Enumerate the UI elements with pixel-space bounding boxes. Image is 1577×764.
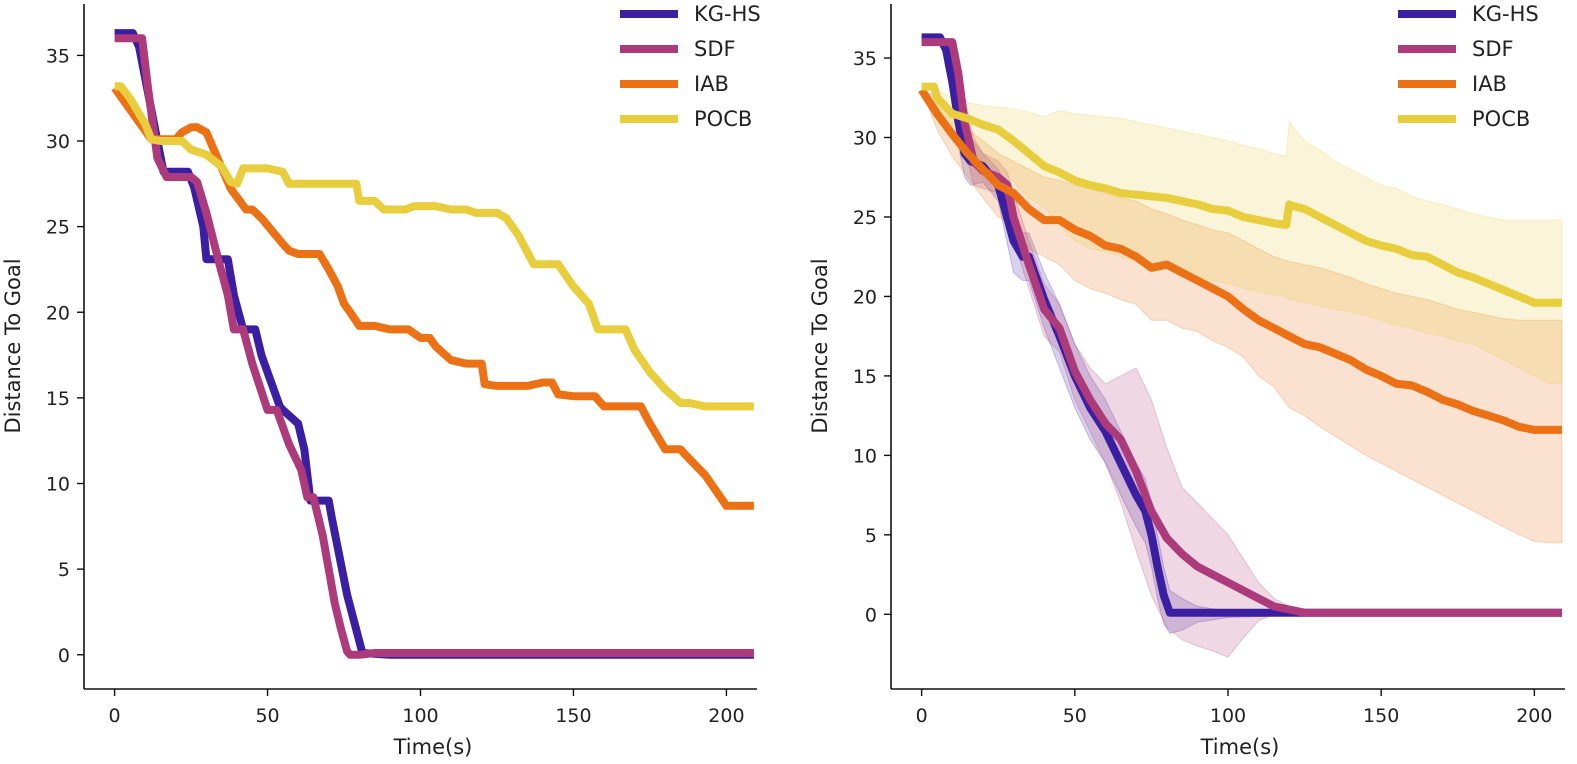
x-tick-label: 150 [1363,705,1399,727]
legend-label-kg-hs: KG-HS [1472,2,1539,26]
series-lines [918,33,1562,617]
y-tick-label: 25 [46,217,70,239]
legend-label-sdf: SDF [694,37,736,61]
y-tick-label: 15 [853,366,877,388]
legend-label-iab: IAB [694,72,729,96]
series-line-pocb [114,82,754,411]
legend-label-sdf: SDF [1472,37,1514,61]
x-ticks: 0 50 100 150 200 [109,689,745,727]
x-tick-label: 0 [109,705,121,727]
y-tick-label: 20 [853,286,877,308]
legend-item-sdf: SDF [620,37,736,61]
legend-label-iab: IAB [1472,72,1507,96]
x-ticks: 0 50 100 150 200 [916,689,1552,727]
axes [83,4,757,690]
y-tick-label: 5 [58,559,70,581]
x-axis-label: Time(s) [1200,735,1280,759]
y-tick-label: 20 [46,302,70,324]
legend-item-kg-hs: KG-HS [620,2,761,26]
series-line-iab [918,87,1562,434]
y-tick-label: 35 [853,48,877,70]
y-ticks: 0 5 10 15 20 25 30 35 [853,48,891,626]
legend-label-kg-hs: KG-HS [694,2,761,26]
y-axis-label: Distance To Goal [1,258,25,433]
legend: KG-HS SDF IAB POCB [620,2,761,131]
series-line-sdf [114,34,754,659]
x-tick-label: 0 [916,705,928,727]
confidence-bands [920,36,1563,658]
x-tick-label: 200 [1516,705,1552,727]
y-tick-label: 30 [46,131,70,153]
y-tick-label: 5 [865,525,877,547]
legend-item-iab: IAB [1398,72,1507,96]
x-tick-label: 200 [708,705,744,727]
series-lines [111,29,754,659]
x-tick-label: 150 [555,705,591,727]
x-tick-label: 50 [1063,705,1087,727]
legend-label-pocb: POCB [694,107,752,131]
x-tick-label: 50 [255,705,279,727]
y-tick-label: 30 [853,128,877,150]
y-tick-label: 35 [46,45,70,67]
x-tick-label: 100 [1210,705,1246,727]
series-line-pocb [921,82,1562,307]
y-tick-label: 0 [865,604,877,626]
legend-item-sdf: SDF [1398,37,1514,61]
x-axis-label: Time(s) [393,735,473,759]
y-tick-label: 10 [46,474,70,496]
y-tick-label: 0 [58,645,70,667]
x-tick-label: 100 [402,705,438,727]
y-tick-label: 25 [853,207,877,229]
band-sdf [921,41,1562,658]
y-ticks: 0 5 10 15 20 25 30 35 [46,45,84,667]
chart-panel-left: 0 50 100 150 200 0 5 10 15 20 25 30 35 Time(s) Dist… [1,2,761,759]
legend-item-kg-hs: KG-HS [1398,2,1539,26]
chart-panel-right: 0 50 100 150 200 0 5 10 15 20 25 30 35 Time(s) Dist… [808,2,1565,759]
legend-item-iab: IAB [620,72,729,96]
legend-label-pocb: POCB [1472,107,1530,131]
legend-item-pocb: POCB [620,107,752,131]
y-tick-label: 10 [853,445,877,467]
y-tick-label: 15 [46,388,70,410]
series-line-iab [111,85,754,510]
legend: KG-HS SDF IAB POCB [1398,2,1539,131]
y-axis-label: Distance To Goal [808,258,832,433]
legend-item-pocb: POCB [1398,107,1530,131]
